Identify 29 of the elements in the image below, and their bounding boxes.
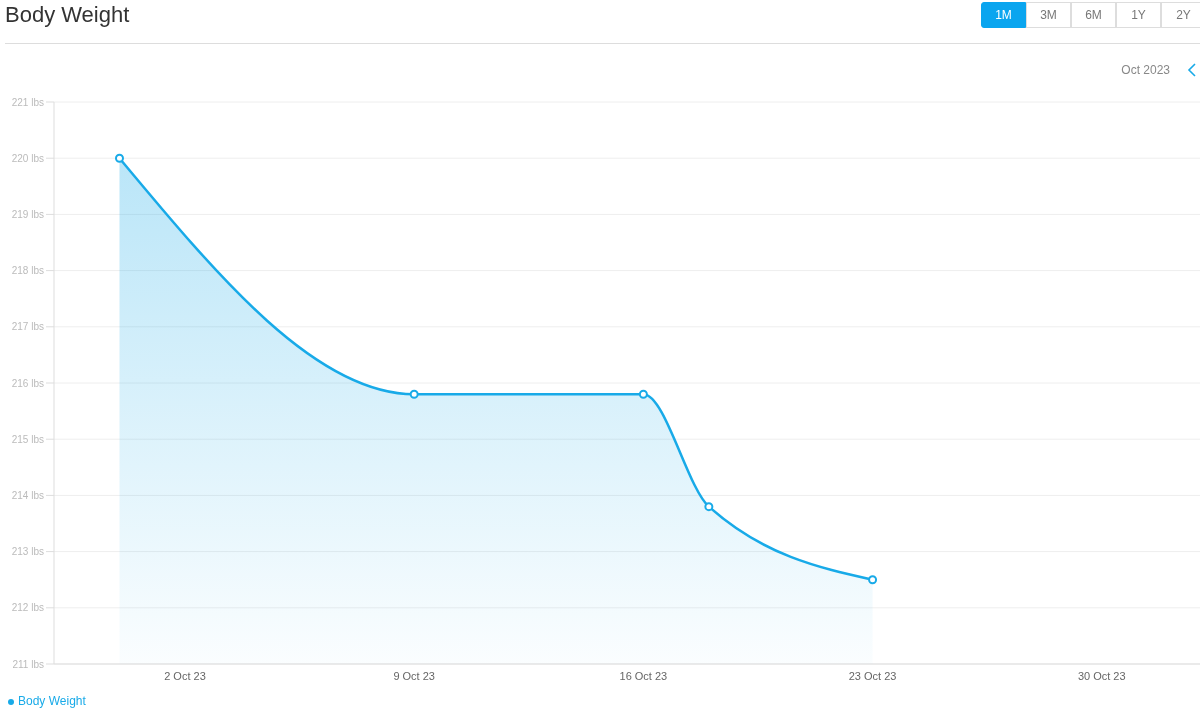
y-tick-label: 212 lbs <box>11 602 44 614</box>
y-tick-label: 213 lbs <box>11 546 44 558</box>
text: Oct 2023 <box>1121 63 1170 77</box>
text: 3M <box>1026 2 1071 28</box>
point <box>868 575 878 585</box>
text: 1Y <box>1116 2 1161 28</box>
y-tick-label: 215 lbs <box>11 433 44 445</box>
y-tick-label: 211 lbs <box>12 658 44 670</box>
x-tick-label: 9 Oct 23 <box>393 669 435 682</box>
point <box>409 389 419 399</box>
point <box>704 502 714 512</box>
y-tick-label: 214 lbs <box>11 489 44 501</box>
point <box>638 389 648 399</box>
y-tick-label: 216 lbs <box>11 377 44 389</box>
y-tick-label: 218 lbs <box>11 265 44 277</box>
chart-title: Body Weight <box>5 2 130 28</box>
text: 6M <box>1071 2 1116 28</box>
y-tick-label: 219 lbs <box>11 208 44 220</box>
x-tick-label: 30 Oct 23 <box>1077 669 1126 682</box>
point <box>114 153 124 163</box>
x-tick-label: 2 Oct 23 <box>164 669 206 682</box>
y-tick-label: 217 lbs <box>11 321 44 333</box>
y-tick-label: 220 lbs <box>11 152 44 164</box>
legend-label: Body Weight <box>18 694 86 708</box>
text: 1M <box>981 2 1026 28</box>
x-tick-label: 23 Oct 23 <box>848 669 897 682</box>
y-tick-label: 221 lbs <box>11 96 44 108</box>
text: 2Y <box>1161 2 1200 28</box>
x-tick-label: 16 Oct 23 <box>619 669 668 682</box>
